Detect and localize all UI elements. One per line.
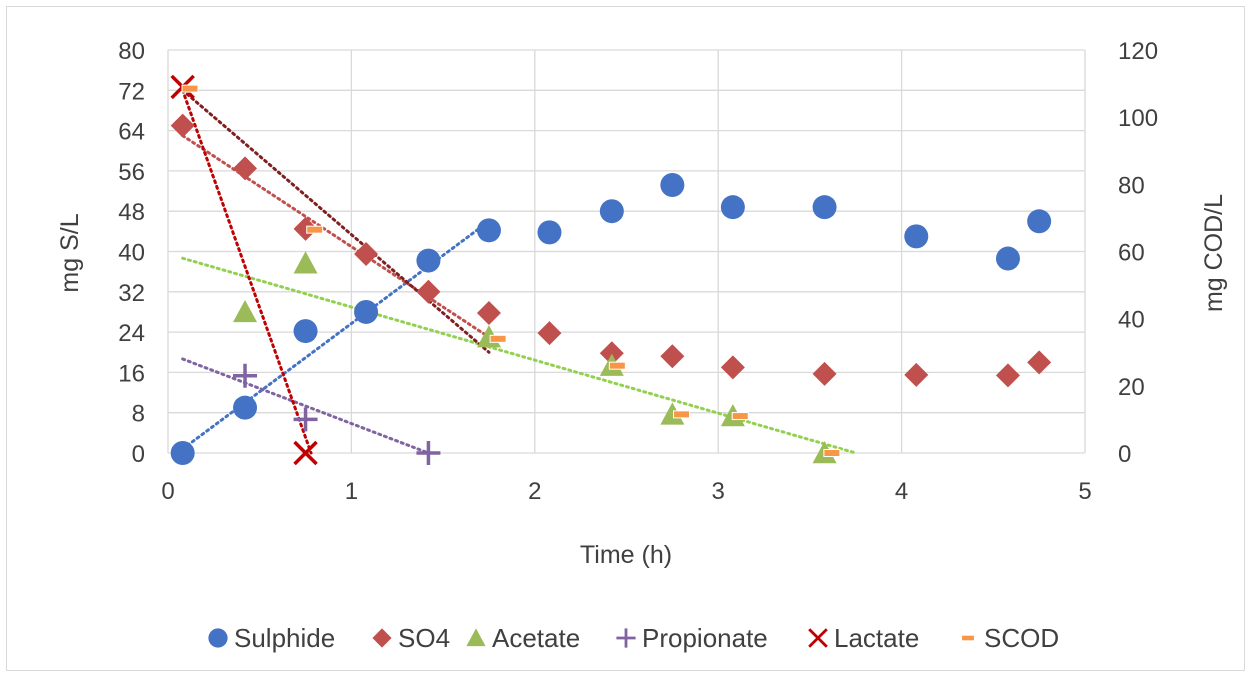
point-sulphide [293, 319, 318, 344]
point-sulphide [812, 195, 837, 220]
trendline-lactate [181, 88, 313, 455]
legend-label-lactate: Lactate [834, 623, 919, 653]
point-sulphide [233, 395, 258, 420]
point-acetate [233, 299, 258, 323]
legend-item-sulphide: Sulphide [208, 623, 335, 653]
point-propionate [293, 407, 318, 432]
point-so4 [170, 113, 195, 138]
y2-tick-label: 20 [1118, 374, 1145, 401]
legend-marker-so4 [372, 628, 392, 648]
chart-border [6, 6, 1245, 671]
point-acetate [660, 402, 685, 425]
y-tick-label: 64 [118, 119, 145, 146]
legend-marker-propionate [616, 628, 636, 648]
legend-label-so4: SO4 [398, 623, 450, 653]
point-scod [673, 410, 691, 419]
trendline-so4 [181, 134, 491, 339]
x-tick-label: 5 [1078, 478, 1091, 505]
y-tick-label: 48 [118, 199, 145, 226]
y-tick-label: 32 [118, 280, 145, 307]
point-so4 [233, 156, 258, 181]
point-so4 [995, 363, 1020, 388]
y2-tick-label: 100 [1118, 105, 1158, 132]
point-so4 [1027, 350, 1052, 375]
legend-label-scod: SCOD [984, 623, 1059, 653]
legend-item-propionate: Propionate [616, 623, 768, 653]
legend-marker-acetate [466, 628, 486, 647]
y-tick-label: 8 [132, 401, 145, 428]
point-propionate [233, 363, 258, 388]
trendline-acetate [181, 256, 858, 455]
point-sulphide [660, 173, 685, 198]
point-scod [181, 84, 199, 93]
point-lactate [293, 440, 318, 466]
legend-label-sulphide: Sulphide [234, 623, 335, 653]
point-so4 [660, 344, 685, 369]
point-so4 [599, 341, 624, 366]
legend-marker-scod [961, 634, 975, 642]
legend: Sulphide SO4 Acetate Propionate Lactate SCOD [208, 623, 1059, 653]
y2-tick-label: 80 [1118, 172, 1145, 199]
legend-marker-sulphide [208, 628, 228, 648]
point-scod [489, 334, 507, 343]
x-tick-label: 3 [712, 478, 725, 505]
trendline-propionate [181, 357, 430, 455]
y2-tick-label: 0 [1118, 441, 1131, 468]
y-tick-label: 40 [118, 240, 145, 267]
point-so4 [812, 361, 837, 386]
legend-label-propionate: Propionate [642, 623, 768, 653]
legend-marker-lactate [808, 628, 828, 648]
legend-label-acetate: Acetate [492, 623, 580, 653]
x-tick-label: 2 [528, 478, 541, 505]
y2-axis-title: mg COD/L [1200, 194, 1228, 312]
legend-item-acetate: Acetate [466, 623, 580, 653]
x-axis-title: Time (h) [580, 541, 672, 569]
y-tick-label: 72 [118, 78, 145, 105]
y2-tick-label: 40 [1118, 307, 1145, 334]
point-sulphide [904, 224, 929, 249]
y-tick-label: 16 [118, 360, 145, 387]
point-scod [731, 412, 749, 421]
x-tick-label: 0 [161, 478, 174, 505]
trendline-scod [181, 88, 491, 354]
legend-item-lactate: Lactate [808, 623, 919, 653]
point-so4 [293, 216, 318, 241]
y-tick-label: 24 [118, 320, 145, 347]
data-points [170, 74, 1052, 466]
y-axis-title: mg S/L [56, 213, 84, 292]
y2-tick-label: 120 [1118, 38, 1158, 65]
tick-labels: 0 8 16 24 32 40 48 56 64 72 80 0 20 40 60 80 100 120 0 1 2 3 4… [118, 38, 1158, 505]
point-so4 [416, 279, 441, 304]
point-sulphide [1027, 209, 1052, 234]
x-tick-label: 1 [345, 478, 358, 505]
point-sulphide [720, 195, 745, 220]
point-so4 [476, 300, 501, 325]
point-sulphide [416, 248, 441, 273]
point-propionate [416, 441, 441, 465]
point-so4 [904, 362, 929, 387]
point-so4 [720, 355, 745, 380]
point-sulphide [476, 218, 501, 243]
y2-tick-label: 60 [1118, 240, 1145, 267]
legend-item-scod: SCOD [961, 623, 1059, 653]
gridlines [167, 49, 1086, 454]
y-tick-label: 0 [132, 441, 145, 468]
y-tick-label: 56 [118, 159, 145, 186]
point-so4 [354, 242, 379, 267]
point-sulphide [170, 441, 195, 465]
point-sulphide [599, 199, 624, 224]
point-acetate [293, 251, 318, 274]
point-sulphide [995, 246, 1020, 271]
point-sulphide [537, 220, 562, 245]
point-scod [608, 361, 626, 370]
point-sulphide [354, 299, 379, 324]
y-tick-label: 80 [118, 38, 145, 65]
point-scod [306, 225, 324, 234]
x-tick-label: 4 [895, 478, 908, 505]
point-scod [823, 449, 841, 457]
point-so4 [537, 321, 562, 346]
legend-item-so4: SO4 [372, 623, 450, 653]
